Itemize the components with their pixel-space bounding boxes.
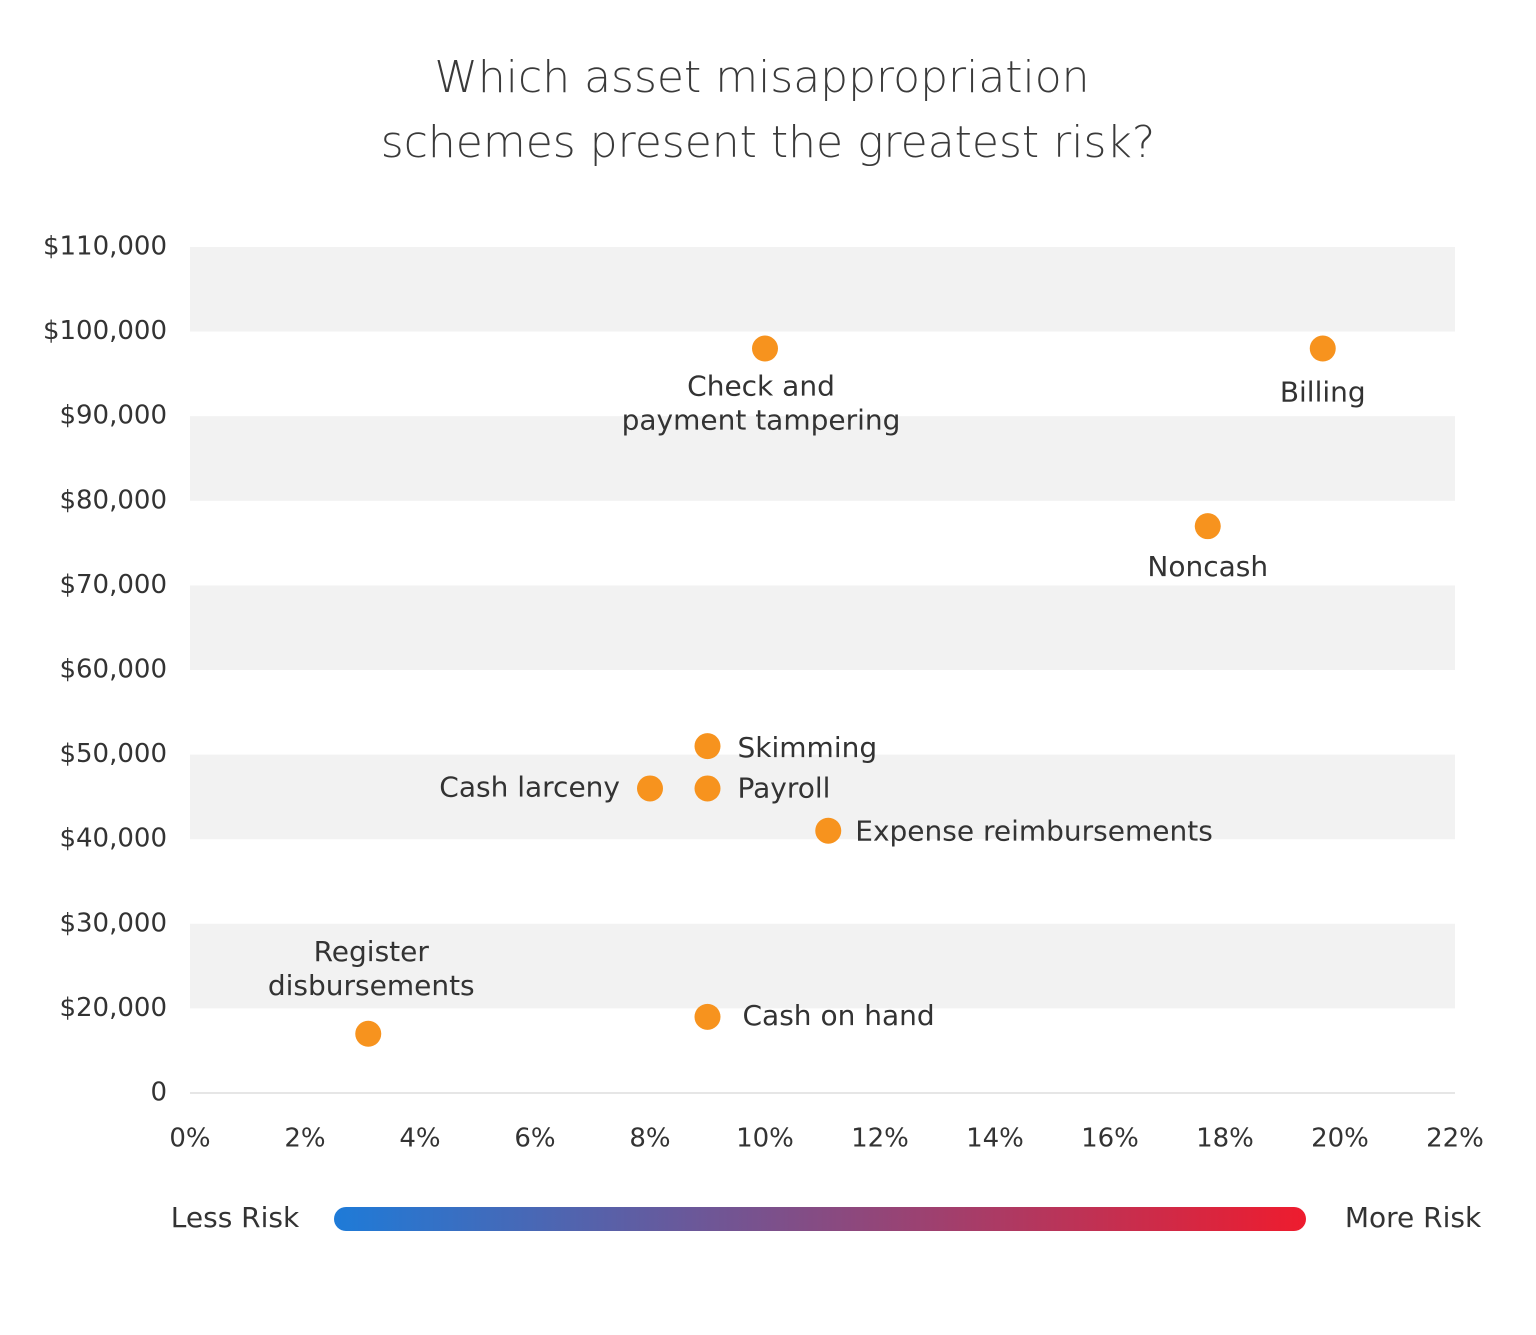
x-tick-label: 16% <box>1081 1124 1139 1154</box>
point <box>694 733 721 760</box>
point <box>355 1020 382 1047</box>
point <box>815 817 842 844</box>
point-label: Payroll <box>738 771 831 804</box>
x-tick-label: 4% <box>399 1124 440 1154</box>
x-tick-label: 10% <box>736 1124 794 1154</box>
grid-band <box>190 416 1455 501</box>
point-label: Expense reimbursements <box>855 815 1213 848</box>
y-tick-label: 0 <box>150 1078 167 1108</box>
bands <box>190 247 1455 1009</box>
risk-low-label: Less Risk <box>171 1201 300 1234</box>
point-label: Check and <box>687 370 835 403</box>
y-tick-label: $90,000 <box>59 401 167 431</box>
y-tick-label: $70,000 <box>59 570 167 600</box>
grid-band <box>190 585 1455 670</box>
y-tick-label: $80,000 <box>59 485 167 515</box>
y-tick-label: $100,000 <box>43 316 167 346</box>
point-label: Billing <box>1280 376 1366 409</box>
point-label: Skimming <box>738 731 878 764</box>
grid-band <box>190 923 1455 1009</box>
y-tick-label: $110,000 <box>43 232 167 262</box>
risk-high-label: More Risk <box>1345 1201 1482 1234</box>
x-tick-label: 2% <box>284 1124 325 1154</box>
x-tick-label: 0% <box>169 1124 210 1154</box>
y-tick-label: $50,000 <box>59 739 167 769</box>
x-tick-label: 18% <box>1196 1124 1254 1154</box>
y-tick-label: $30,000 <box>59 908 167 938</box>
x-tick-label: 12% <box>851 1124 909 1154</box>
x-tick-label: 6% <box>514 1124 555 1154</box>
point <box>637 775 663 802</box>
point <box>1194 513 1221 540</box>
point-label: Register <box>314 935 430 968</box>
point-label: Cash on hand <box>743 999 935 1032</box>
chart-title: schemes present the greatest risk? <box>381 117 1155 168</box>
y-tick-label: $60,000 <box>59 655 167 685</box>
x-tick-label: 20% <box>1311 1124 1369 1154</box>
x-tick-label: 14% <box>966 1124 1024 1154</box>
risk-gradient <box>334 1207 1306 1231</box>
point <box>694 1003 721 1030</box>
x-tick-label: 8% <box>629 1124 670 1154</box>
point-label: disbursements <box>268 969 475 1002</box>
x-tick-label: 22% <box>1426 1124 1484 1154</box>
grid-band <box>190 247 1455 332</box>
point <box>1309 335 1336 362</box>
point <box>752 335 778 362</box>
chart-title: Which asset misappropriation <box>434 52 1089 103</box>
point-label: Cash larceny <box>439 770 620 803</box>
point-label: Noncash <box>1147 550 1268 583</box>
point <box>694 775 721 802</box>
y-tick-label: $40,000 <box>59 824 167 854</box>
y-tick-label: $20,000 <box>59 993 167 1023</box>
point-label: payment tampering <box>622 404 901 437</box>
